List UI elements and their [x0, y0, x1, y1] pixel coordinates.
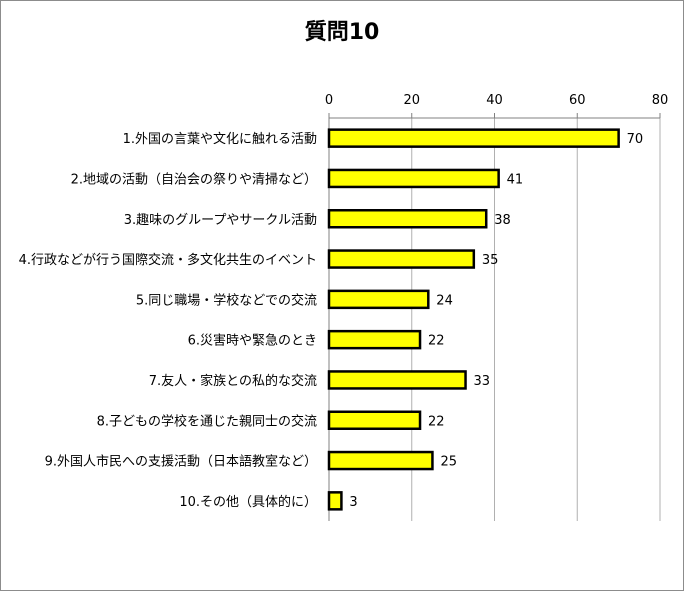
category-label: 6.災害時や緊急のとき	[188, 333, 317, 349]
x-tick-label: 0	[325, 93, 333, 108]
category-label: 4.行政などが行う国際交流・多文化共生のイベント	[19, 252, 317, 268]
category-label: 8.子どもの学校を通じた親同士の交流	[97, 413, 317, 429]
value-label: 3	[349, 495, 357, 510]
value-label: 70	[627, 132, 644, 147]
bar	[327, 128, 620, 148]
x-tick-label: 60	[569, 93, 586, 108]
category-label: 2.地域の活動（自治会の祭りや清掃など）	[71, 171, 317, 187]
x-tick-label: 20	[403, 93, 420, 108]
value-label: 38	[494, 213, 511, 228]
chart-title: 質問10	[304, 20, 380, 45]
value-label: 25	[440, 455, 457, 470]
x-tick-label: 40	[486, 93, 503, 108]
value-label: 22	[428, 414, 445, 429]
category-label: 3.趣味のグループやサークル活動	[124, 213, 317, 228]
bars	[327, 128, 620, 511]
bar	[327, 329, 422, 350]
bar	[327, 249, 476, 269]
bar	[327, 289, 430, 310]
bar	[327, 209, 488, 229]
value-label: 41	[507, 172, 524, 187]
category-label: 1.外国の言葉や文化に触れる活動	[123, 132, 317, 147]
category-label: 7.友人・家族との私的な交流	[149, 373, 317, 389]
bar	[327, 168, 500, 189]
bar	[327, 450, 434, 471]
category-labels: 1.外国の言葉や文化に触れる活動 2.地域の活動（自治会の祭りや清掃など） 3.趣味…	[19, 132, 317, 510]
bar	[327, 370, 467, 390]
value-labels: 70 41 38 35 24 22 33 22 25 3	[349, 132, 643, 510]
category-label: 5.同じ職場・学校などでの交流	[136, 292, 317, 308]
x-tick-labels: 0 20 40 60 80	[325, 93, 668, 108]
bar	[327, 410, 422, 430]
category-label: 9.外国人市民への支援活動（日本語教室など）	[45, 454, 317, 470]
value-label: 24	[436, 293, 453, 308]
category-label: 10.その他（具体的に）	[179, 494, 317, 510]
bar	[327, 491, 343, 511]
value-label: 33	[474, 374, 491, 389]
value-label: 22	[428, 334, 445, 349]
value-label: 35	[482, 253, 499, 268]
x-tick-label: 80	[652, 93, 669, 108]
